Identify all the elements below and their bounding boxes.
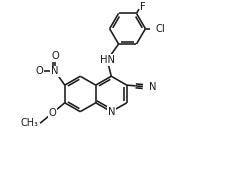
Text: N: N	[108, 107, 115, 117]
Text: N: N	[149, 82, 157, 92]
Text: O: O	[51, 51, 59, 61]
Text: O: O	[48, 108, 56, 118]
Text: CH₃: CH₃	[20, 118, 38, 128]
Text: N: N	[51, 66, 59, 76]
Text: O: O	[36, 66, 44, 76]
Text: Cl: Cl	[156, 24, 166, 34]
Text: HN: HN	[100, 55, 115, 65]
Text: F: F	[140, 2, 146, 12]
